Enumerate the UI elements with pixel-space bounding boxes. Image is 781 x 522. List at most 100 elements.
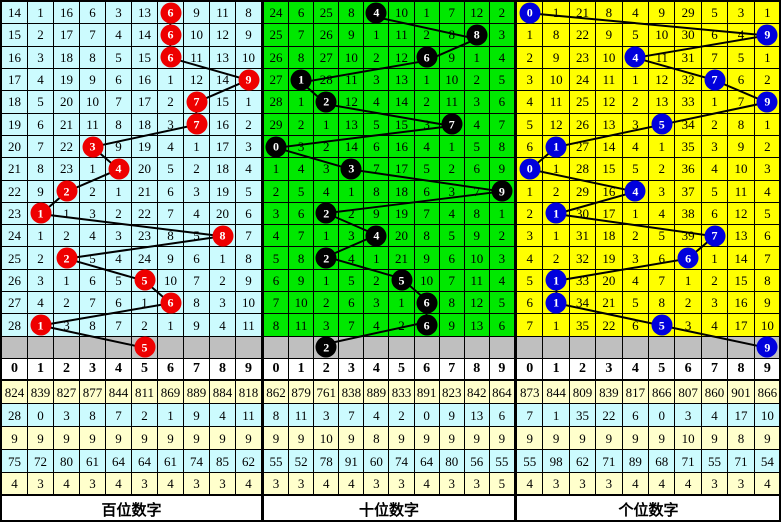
stats-cell: 4 bbox=[517, 473, 544, 496]
trend-cell: 2 bbox=[675, 292, 702, 315]
trend-cell: 5 bbox=[517, 269, 544, 293]
trend-cell: 9 bbox=[596, 24, 623, 47]
trend-cell: 2 bbox=[517, 46, 544, 69]
trend-row-pending: 5 bbox=[2, 336, 261, 359]
trend-cell: 7 bbox=[158, 202, 184, 226]
trend-cell: 11 bbox=[728, 180, 755, 203]
stats-header-cell: 2 bbox=[569, 359, 597, 381]
trend-row: 27 4 2 7 6 1 6 8 3 10 bbox=[2, 292, 261, 315]
trend-cell: 4 bbox=[28, 292, 54, 315]
trend-cell: 1 bbox=[543, 314, 570, 337]
trend-cell: 10 bbox=[80, 91, 106, 114]
pending-cell bbox=[184, 336, 210, 359]
trend-cell: 6 bbox=[339, 292, 365, 315]
pending-cell bbox=[339, 336, 365, 359]
trend-cell: 1 bbox=[106, 180, 132, 203]
stats-cell: 9 bbox=[132, 427, 158, 450]
trend-row: 24 1 2 4 3 23 8 5 8 7 bbox=[2, 225, 261, 248]
trend-cell: 5 bbox=[339, 269, 365, 293]
stats-header-cell: 6 bbox=[675, 359, 702, 381]
trend-cell: 34 bbox=[569, 292, 597, 315]
trend-row-pending: 9 bbox=[517, 336, 779, 359]
trend-cell: 10 bbox=[464, 247, 490, 270]
stats-cell: 3 bbox=[80, 473, 106, 496]
trend-cell: 3 bbox=[314, 158, 340, 181]
stats-cell: 1 bbox=[543, 404, 570, 427]
trend-cell: 3 bbox=[184, 180, 210, 203]
stats-cell: 11 bbox=[289, 404, 315, 427]
trend-row: 0 1 21 8 4 9 29 5 3 1 bbox=[517, 2, 779, 25]
hit-ball: 6 bbox=[160, 292, 181, 314]
stats-cell: 64 bbox=[414, 450, 440, 473]
trend-cell: 11 bbox=[543, 91, 570, 114]
trend-cell: 27 bbox=[569, 135, 597, 159]
trend-cell: 12 bbox=[389, 46, 415, 69]
stats-cell: 827 bbox=[54, 381, 80, 404]
stats-cell: 62 bbox=[236, 450, 261, 473]
hit-ball: 1 bbox=[545, 202, 567, 224]
stats-cell: 13 bbox=[464, 404, 490, 427]
trend-cell: 16 bbox=[389, 135, 415, 159]
trend-cell: 13 bbox=[132, 2, 158, 25]
trend-cell: 7 bbox=[464, 180, 490, 203]
trend-cell: 6 bbox=[289, 202, 315, 226]
stats-cell: 10 bbox=[314, 427, 340, 450]
trend-cell: 9 bbox=[364, 202, 390, 226]
trend-cell: 3 bbox=[264, 202, 290, 226]
trend-cell: 13 bbox=[339, 113, 365, 136]
stats-cell: 0 bbox=[414, 404, 440, 427]
trend-cell: 6 bbox=[264, 269, 290, 293]
trend-row: 1 4 3 3 7 17 5 2 6 9 bbox=[264, 158, 514, 181]
stats-cell: 9 bbox=[622, 427, 650, 450]
trend-cell: 18 bbox=[132, 113, 158, 136]
stats-header-cell: 1 bbox=[289, 359, 315, 381]
trend-cell: 1 bbox=[28, 2, 54, 25]
stats-cell: 89 bbox=[622, 450, 650, 473]
trend-cell: 3 bbox=[28, 269, 54, 293]
stats-cell: 3 bbox=[701, 473, 729, 496]
hit-ball: 2 bbox=[315, 202, 337, 224]
stats-cell: 71 bbox=[596, 450, 623, 473]
stats-cell: 4 bbox=[339, 473, 365, 496]
pending-cell bbox=[569, 336, 597, 359]
trend-cell: 14 bbox=[596, 135, 623, 159]
trend-cell: 15 bbox=[2, 24, 28, 47]
trend-cell: 4 bbox=[489, 46, 514, 69]
trend-cell: 11 bbox=[649, 46, 676, 69]
hit-ball: 0 bbox=[519, 158, 541, 180]
trend-cell: 14 bbox=[132, 24, 158, 47]
trend-cell: 26 bbox=[264, 46, 290, 69]
stats-cell: 74 bbox=[184, 450, 210, 473]
stats-cell: 838 bbox=[339, 381, 365, 404]
pending-cell bbox=[106, 336, 132, 359]
trend-row: 16 3 18 8 5 15 6 11 13 10 bbox=[2, 46, 261, 69]
stats-cell: 7 bbox=[106, 404, 132, 427]
trend-cell: 1 bbox=[314, 113, 340, 136]
trend-cell: 10 bbox=[543, 68, 570, 92]
stats-cell: 9 bbox=[264, 427, 290, 450]
trend-cell: 6 bbox=[158, 180, 184, 203]
trend-row: 8 11 3 7 4 2 6 9 13 6 bbox=[264, 314, 514, 337]
stats-cell: 873 bbox=[517, 381, 544, 404]
pending-cell: 5 bbox=[132, 336, 158, 359]
pending-cell bbox=[464, 336, 490, 359]
trend-cell: 13 bbox=[596, 113, 623, 136]
trend-cell: 8 bbox=[439, 292, 465, 315]
trend-cell: 8 bbox=[728, 113, 755, 136]
trend-cell: 4 bbox=[517, 91, 544, 114]
trend-cell: 2 bbox=[158, 91, 184, 114]
trend-cell: 17 bbox=[389, 158, 415, 181]
stats-header-cell: 2 bbox=[54, 359, 80, 381]
stats-row: 75 72 80 61 64 64 61 74 85 62 bbox=[2, 450, 261, 473]
stats-row: 55 52 78 91 60 74 64 80 56 55 bbox=[264, 450, 514, 473]
stats-cell: 877 bbox=[80, 381, 106, 404]
trend-cell: 26 bbox=[569, 113, 597, 136]
stats-cell: 9 bbox=[2, 427, 28, 450]
stats-cell: 864 bbox=[489, 381, 514, 404]
hit-cell: 8 bbox=[210, 225, 236, 248]
trend-cell: 2 bbox=[701, 269, 729, 293]
hit-cell: 1 bbox=[543, 269, 570, 293]
trend-row: 0 3 2 14 6 16 4 1 5 8 bbox=[264, 135, 514, 159]
